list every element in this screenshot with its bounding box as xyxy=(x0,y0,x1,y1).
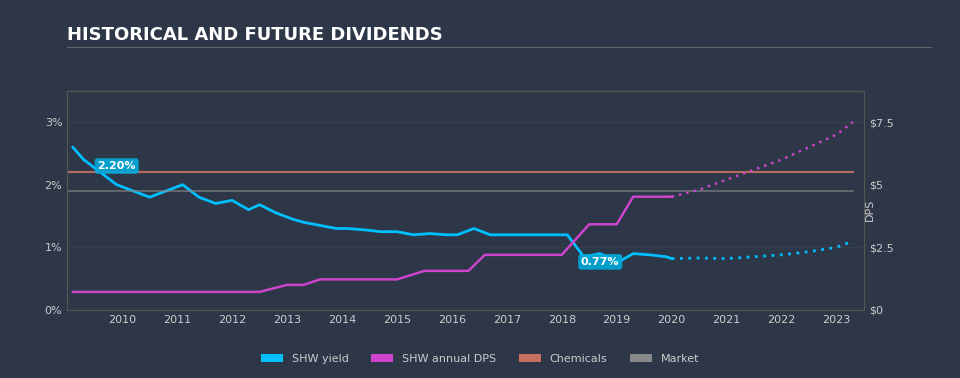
Text: HISTORICAL AND FUTURE DIVIDENDS: HISTORICAL AND FUTURE DIVIDENDS xyxy=(67,26,443,45)
Text: DPS: DPS xyxy=(865,198,875,221)
Text: 2.20%: 2.20% xyxy=(97,161,136,171)
Legend: SHW yield, SHW annual DPS, Chemicals, Market: SHW yield, SHW annual DPS, Chemicals, Ma… xyxy=(256,350,704,369)
Text: 0.77%: 0.77% xyxy=(581,257,619,267)
